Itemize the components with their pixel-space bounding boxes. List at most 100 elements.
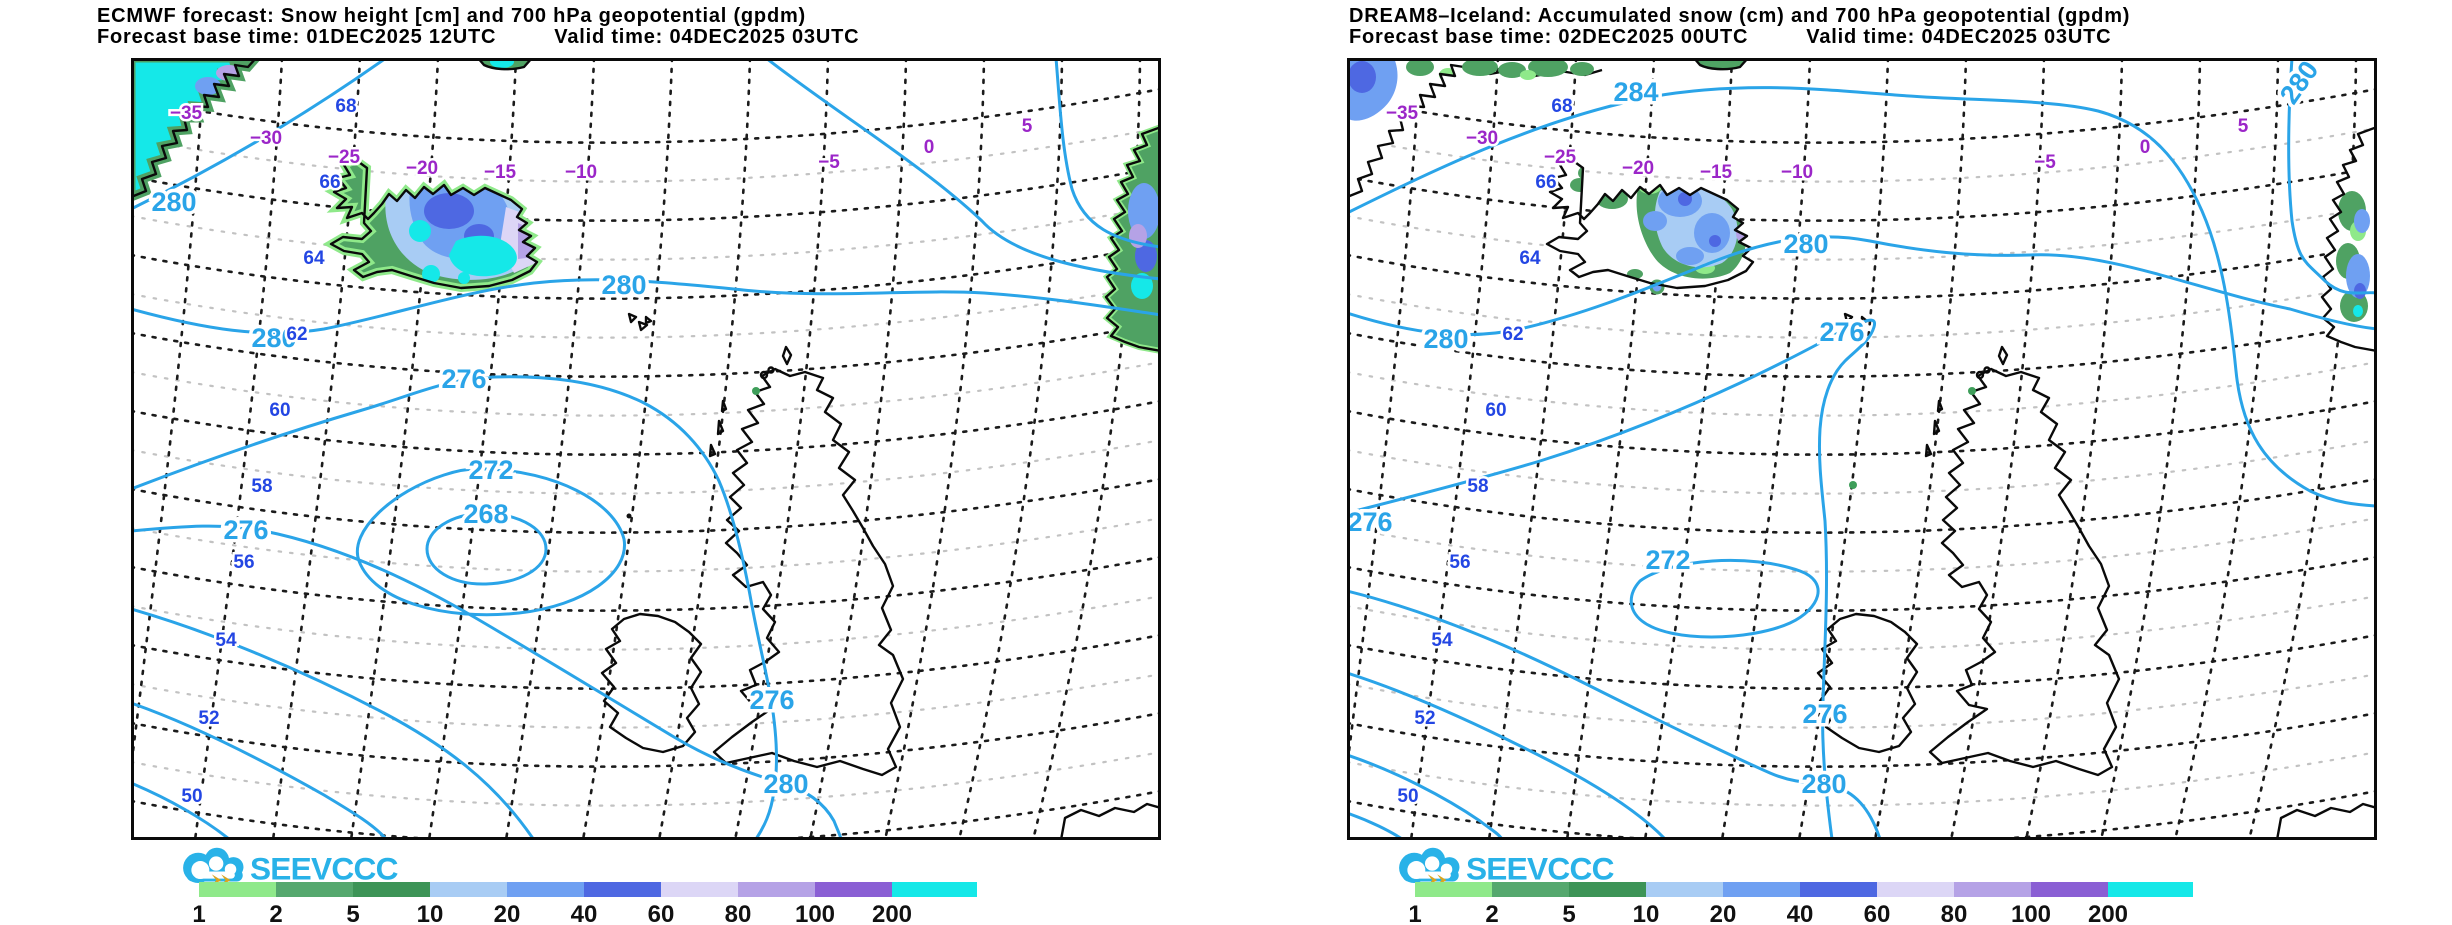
seevccc-logo: SEEVCCC [1399, 847, 1614, 886]
svg-text:1: 1 [193, 901, 206, 925]
geopotential-contours [134, 61, 1158, 837]
color-scale-segments [1415, 882, 2193, 897]
latitude-labels: 68 66 64 62 60 58 56 54 52 50 [179, 94, 359, 810]
svg-text:268: 268 [463, 499, 508, 529]
france-coastline [2275, 802, 2374, 837]
svg-text:64: 64 [1519, 248, 1541, 269]
svg-text:284: 284 [1613, 77, 1658, 107]
svg-text:100: 100 [2011, 901, 2051, 925]
svg-text:1: 1 [1409, 901, 1422, 925]
svg-text:50: 50 [181, 786, 202, 807]
svg-text:200: 200 [872, 901, 912, 925]
svg-text:−35: −35 [170, 103, 203, 124]
valid-time-label: Valid time: 04DEC2025 03UTC [1806, 26, 2112, 48]
scotland-snow-speck [1968, 387, 1976, 395]
svg-text:10: 10 [1633, 901, 1660, 925]
svg-text:80: 80 [1941, 901, 1968, 925]
seevccc-logo: SEEVCCC [183, 847, 398, 886]
svg-text:−25: −25 [328, 147, 361, 168]
base-time-label: Forecast base time: 01DEC2025 12UTC [97, 26, 497, 48]
panel-title: DREAM8–Iceland: Accumulated snow (cm) an… [1349, 5, 2131, 27]
map-ecmwf-svg: 280 280 280 276 272 268 276 276 280 68 6… [134, 61, 1158, 837]
svg-text:280: 280 [1801, 769, 1846, 799]
svg-text:−30: −30 [250, 128, 282, 149]
svg-text:54: 54 [215, 630, 237, 651]
svg-text:276: 276 [441, 364, 486, 394]
islet-speck [626, 513, 632, 519]
svg-text:5: 5 [2238, 116, 2249, 137]
svg-text:5: 5 [1022, 116, 1033, 137]
map-dream8: 284 280 280 280 276 272 276 276 280 68 6… [1347, 58, 2377, 840]
svg-text:276: 276 [223, 515, 268, 545]
svg-text:80: 80 [725, 901, 752, 925]
svg-text:68: 68 [335, 96, 356, 117]
svg-text:276: 276 [749, 685, 794, 715]
svg-text:62: 62 [286, 324, 307, 345]
svg-text:−15: −15 [484, 162, 517, 183]
svg-text:64: 64 [303, 248, 325, 269]
panel-title: ECMWF forecast: Snow height [cm] and 700… [97, 5, 807, 27]
greenland-snowfill [1350, 61, 1474, 199]
france-coastline [1059, 802, 1158, 837]
svg-text:280: 280 [601, 270, 646, 300]
scotland-snow-speck [752, 387, 760, 395]
svg-text:276: 276 [1819, 317, 1864, 347]
svg-text:40: 40 [1787, 901, 1814, 925]
base-time-label: Forecast base time: 02DEC2025 00UTC [1349, 26, 1749, 48]
svg-text:58: 58 [1467, 476, 1488, 497]
svg-text:280: 280 [151, 187, 196, 217]
svg-text:60: 60 [648, 901, 675, 925]
cloud-icon [1399, 847, 1460, 886]
longitude-labels: −35 −30 −25 −20 −15 −10 −5 0 5 [167, 101, 1035, 186]
logo-text: SEEVCCC [250, 850, 398, 886]
svg-text:56: 56 [1449, 552, 1470, 573]
panel-ecmwf-footer: SEEVCCC 1 2 5 [131, 840, 1165, 925]
color-scale-segments [199, 882, 977, 897]
arctic-islet [476, 61, 534, 71]
cloud-icon [183, 847, 244, 886]
panel-dream8: DREAM8–Iceland: Accumulated snow (cm) an… [1347, 6, 2417, 925]
svg-text:280: 280 [2274, 61, 2324, 109]
color-scale-ticks: 1 2 5 10 20 40 60 80 100 200 [193, 901, 912, 925]
svg-text:−10: −10 [565, 162, 597, 183]
svg-text:276: 276 [1802, 699, 1847, 729]
svg-text:−5: −5 [818, 152, 840, 173]
greenland-snowfill [134, 61, 256, 197]
svg-text:280: 280 [1423, 324, 1468, 354]
svg-text:52: 52 [1414, 708, 1435, 729]
iceland-snowfill [331, 160, 538, 288]
norway-snowfill [2320, 125, 2374, 353]
svg-text:276: 276 [1350, 507, 1393, 537]
svg-text:272: 272 [468, 455, 513, 485]
svg-text:20: 20 [494, 901, 521, 925]
svg-text:272: 272 [1645, 545, 1690, 575]
svg-text:280: 280 [1783, 229, 1828, 259]
svg-text:2: 2 [1485, 901, 1498, 925]
svg-text:0: 0 [924, 137, 935, 158]
svg-text:68: 68 [1551, 96, 1572, 117]
svg-text:280: 280 [251, 323, 296, 353]
svg-text:20: 20 [1710, 901, 1737, 925]
panel-dream8-titles: DREAM8–Iceland: Accumulated snow (cm) an… [1349, 6, 2417, 48]
svg-text:40: 40 [571, 901, 598, 925]
svg-text:280: 280 [763, 769, 808, 799]
svg-text:52: 52 [198, 708, 219, 729]
svg-text:66: 66 [319, 172, 340, 193]
logo-text: SEEVCCC [1466, 850, 1614, 886]
map-ecmwf: 280 280 280 276 272 268 276 276 280 68 6… [131, 58, 1161, 840]
svg-text:−10: −10 [1781, 162, 1813, 183]
iceland-snowfill [1545, 158, 1755, 295]
svg-text:−5: −5 [2034, 152, 2056, 173]
svg-text:5: 5 [346, 901, 359, 925]
norway-snowfill [1106, 127, 1158, 351]
arctic-coast-snow [1462, 61, 1750, 80]
contour-labels: 284 280 280 280 276 272 276 276 280 [1350, 61, 2328, 803]
color-scale-ticks: 1 2 5 10 20 40 60 80 100 200 [1409, 901, 2128, 925]
svg-text:60: 60 [269, 400, 290, 421]
svg-text:10: 10 [417, 901, 444, 925]
islet-snow-speck [1849, 481, 1857, 489]
svg-text:−15: −15 [1700, 162, 1733, 183]
snow-color-scale: 1 2 5 10 20 40 60 80 100 200 [193, 882, 977, 925]
valid-time-label: Valid time: 04DEC2025 03UTC [554, 26, 860, 48]
